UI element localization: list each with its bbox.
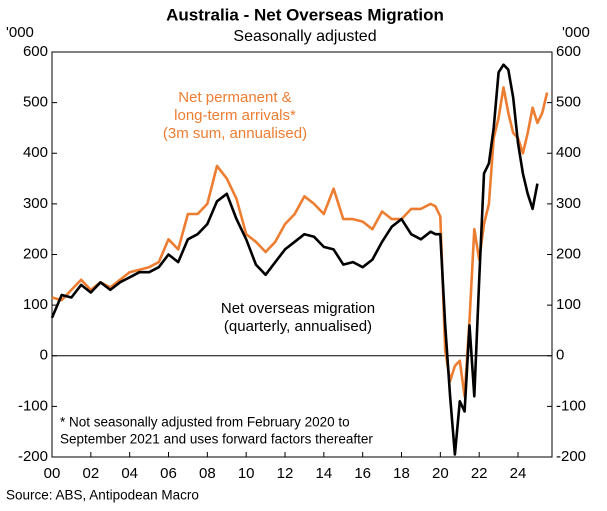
y-tick-label: 300 bbox=[23, 195, 48, 212]
plot-frame bbox=[51, 51, 553, 458]
source: Source: ABS, Antipodean Macro bbox=[6, 488, 199, 503]
series-label: (3m sum, annualised) bbox=[163, 125, 307, 142]
y-unit: '000 bbox=[6, 24, 34, 41]
y-tick-label: -200 bbox=[18, 448, 48, 465]
y-tick-label: 0 bbox=[40, 347, 48, 364]
series-label: (quarterly, annualised) bbox=[224, 318, 372, 335]
y2-tick-label: 600 bbox=[556, 43, 581, 60]
x-tick-label: 22 bbox=[471, 465, 488, 482]
y-tick-label: 500 bbox=[23, 94, 48, 111]
y2-tick-label: 500 bbox=[556, 94, 581, 111]
series-line bbox=[50, 63, 539, 456]
series-label: long-term arrivals* bbox=[174, 107, 296, 124]
x-tick-label: 24 bbox=[510, 465, 527, 482]
series-label: Net permanent & bbox=[178, 89, 291, 106]
y-tick-label: -100 bbox=[18, 397, 48, 414]
y2-tick-label: -100 bbox=[556, 397, 586, 414]
x-tick-label: 10 bbox=[238, 465, 255, 482]
x-tick-label: 04 bbox=[121, 465, 138, 482]
y2-tick-label: 400 bbox=[556, 144, 581, 161]
x-tick-label: 18 bbox=[393, 465, 410, 482]
y2-tick-label: 0 bbox=[556, 347, 564, 364]
footnote: * Not seasonally adjusted from February … bbox=[60, 415, 350, 430]
x-tick-label: 00 bbox=[44, 465, 61, 482]
x-tick-label: 14 bbox=[316, 465, 333, 482]
y-tick-label: 400 bbox=[23, 144, 48, 161]
y2-tick-label: 300 bbox=[556, 195, 581, 212]
series-label: Net overseas migration bbox=[221, 300, 375, 317]
x-tick-label: 20 bbox=[432, 465, 449, 482]
footnote: September 2021 and uses forward factors … bbox=[60, 432, 373, 447]
y-tick-label: 100 bbox=[23, 296, 48, 313]
x-tick-label: 16 bbox=[354, 465, 371, 482]
y2-tick-label: 100 bbox=[556, 296, 581, 313]
x-tick-label: 02 bbox=[82, 465, 99, 482]
series-line bbox=[51, 86, 549, 398]
y2-tick-label: 200 bbox=[556, 245, 581, 262]
y2-unit: '000 bbox=[562, 24, 590, 41]
x-tick-label: 12 bbox=[277, 465, 294, 482]
y2-tick-label: -200 bbox=[556, 448, 586, 465]
chart-title: Australia - Net Overseas Migration bbox=[166, 5, 444, 24]
y-tick-label: 200 bbox=[23, 245, 48, 262]
x-tick-label: 08 bbox=[199, 465, 216, 482]
y-tick-label: 600 bbox=[23, 43, 48, 60]
chart-subtitle: Seasonally adjusted bbox=[233, 28, 376, 45]
x-tick-label: 06 bbox=[160, 465, 177, 482]
